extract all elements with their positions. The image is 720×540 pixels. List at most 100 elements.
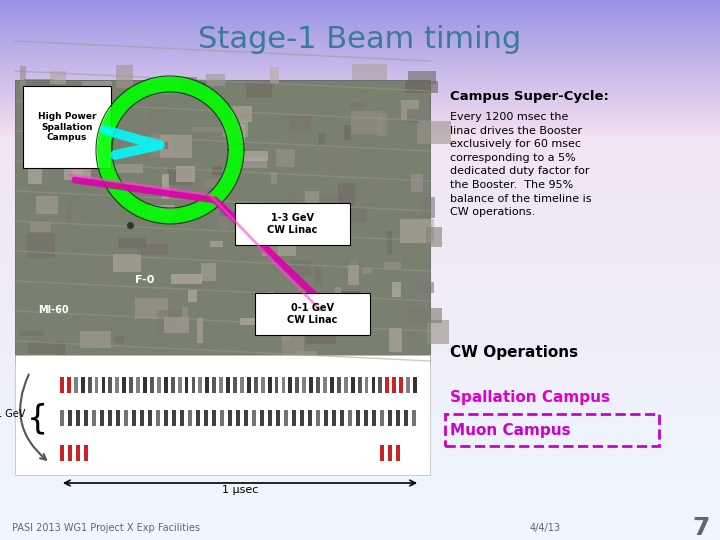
Bar (0, 283, 720, 284)
Bar (0, 305, 720, 306)
Bar (0, 276, 720, 277)
Bar (0, 329, 720, 330)
Bar (0, 382, 720, 383)
Text: 7: 7 (693, 516, 710, 540)
Bar (176, 166, 195, 181)
Bar (0, 196, 720, 197)
Bar (0, 405, 720, 406)
Bar (0, 488, 720, 489)
Bar (0, 89, 720, 90)
Bar (0, 98, 720, 99)
Bar (0, 46, 720, 47)
Bar (0, 297, 720, 298)
Bar (0, 487, 720, 488)
Bar (0, 508, 720, 509)
Bar (0, 239, 720, 240)
Bar (74, 377, 78, 393)
Bar (88, 377, 91, 393)
Bar (0, 273, 720, 274)
Bar (409, 308, 442, 323)
Bar (282, 377, 285, 393)
Bar (0, 483, 720, 484)
Bar (164, 410, 168, 426)
Bar (0, 261, 720, 262)
Bar (0, 435, 720, 436)
Bar (0, 309, 720, 310)
Bar (0, 404, 720, 405)
Bar (0, 81, 720, 82)
Bar (0, 56, 720, 57)
Bar (150, 134, 174, 157)
Bar (74, 141, 98, 148)
Bar (0, 4, 720, 5)
Bar (0, 229, 720, 230)
Bar (240, 319, 269, 325)
Bar (0, 358, 720, 359)
Bar (0, 510, 720, 511)
Bar (114, 254, 141, 272)
Bar (0, 142, 720, 143)
Bar (0, 460, 720, 461)
Bar (0, 174, 720, 175)
Bar (0, 270, 720, 271)
Bar (0, 539, 720, 540)
Bar (0, 424, 720, 425)
Bar (26, 233, 55, 258)
Bar (0, 442, 720, 443)
Bar (0, 513, 720, 514)
Bar (0, 279, 720, 280)
Bar (243, 151, 268, 161)
Bar (65, 145, 92, 161)
Bar (0, 61, 720, 62)
Bar (0, 48, 720, 49)
Bar (0, 24, 720, 25)
Bar (384, 262, 400, 269)
Bar (0, 60, 720, 61)
Bar (0, 220, 720, 221)
Bar (150, 377, 154, 393)
Bar (171, 377, 174, 393)
Bar (0, 244, 720, 245)
Bar (0, 426, 720, 427)
Bar (0, 188, 720, 189)
Bar (392, 377, 396, 393)
Bar (0, 262, 720, 263)
Bar (0, 122, 720, 123)
Bar (0, 112, 720, 113)
Bar (212, 410, 216, 426)
Bar (0, 480, 720, 481)
Bar (0, 79, 720, 80)
Text: Every 1200 msec the
linac drives the Booster
exclusively for 60 msec
correspondi: Every 1200 msec the linac drives the Boo… (450, 112, 592, 217)
Bar (0, 218, 720, 219)
Bar (0, 427, 720, 428)
Bar (0, 468, 720, 469)
Bar (372, 410, 376, 426)
Bar (0, 78, 720, 79)
Bar (0, 224, 720, 225)
Bar (0, 355, 720, 356)
Bar (260, 410, 264, 426)
Bar (0, 459, 720, 460)
Bar (0, 523, 720, 524)
Bar (0, 504, 720, 505)
Bar (0, 59, 720, 60)
Bar (0, 169, 720, 170)
Bar (0, 205, 720, 206)
Bar (0, 9, 720, 10)
Bar (0, 5, 720, 6)
Bar (0, 312, 720, 313)
Bar (0, 177, 720, 178)
Bar (0, 491, 720, 492)
Bar (0, 105, 720, 106)
Bar (0, 269, 720, 270)
Bar (0, 266, 720, 267)
Bar (0, 40, 720, 41)
Bar (0, 238, 720, 239)
Bar (0, 7, 720, 8)
Bar (0, 94, 720, 95)
Bar (0, 249, 720, 250)
Bar (0, 264, 720, 265)
Bar (0, 38, 720, 39)
Bar (0, 41, 720, 42)
Bar (129, 377, 133, 393)
